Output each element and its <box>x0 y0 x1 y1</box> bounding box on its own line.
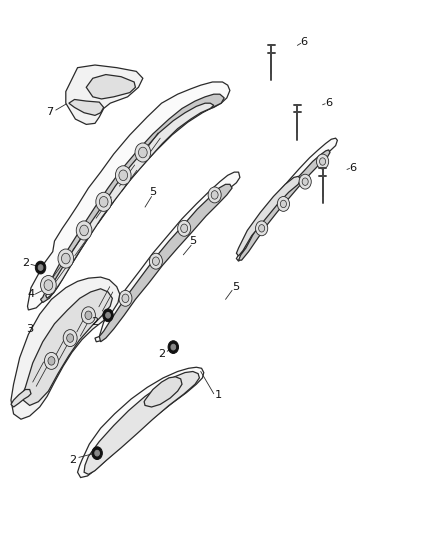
Text: 6: 6 <box>325 98 332 108</box>
Circle shape <box>99 197 108 207</box>
Circle shape <box>302 178 308 185</box>
Circle shape <box>116 166 131 185</box>
Circle shape <box>67 334 74 342</box>
Circle shape <box>35 261 46 274</box>
Polygon shape <box>46 103 214 298</box>
Text: 3: 3 <box>26 324 33 334</box>
Text: 2: 2 <box>22 259 29 268</box>
Polygon shape <box>237 138 337 261</box>
Circle shape <box>211 191 218 199</box>
Polygon shape <box>11 390 31 407</box>
Circle shape <box>119 170 127 181</box>
Circle shape <box>80 225 88 236</box>
Text: 1: 1 <box>215 390 222 400</box>
Circle shape <box>299 174 311 189</box>
Text: 5: 5 <box>232 281 239 292</box>
Text: 2: 2 <box>70 455 77 465</box>
Polygon shape <box>99 184 232 342</box>
Circle shape <box>119 290 132 306</box>
Circle shape <box>106 312 110 318</box>
Circle shape <box>45 352 58 369</box>
Polygon shape <box>23 289 113 406</box>
Circle shape <box>135 143 151 162</box>
Circle shape <box>63 329 77 346</box>
Polygon shape <box>11 277 120 419</box>
Circle shape <box>320 158 325 165</box>
Polygon shape <box>239 150 330 260</box>
Polygon shape <box>84 372 199 474</box>
Circle shape <box>92 447 102 459</box>
Circle shape <box>103 309 113 321</box>
Text: 5: 5 <box>189 236 197 246</box>
Circle shape <box>44 280 53 290</box>
Text: 2: 2 <box>158 349 165 359</box>
Polygon shape <box>69 100 104 115</box>
Circle shape <box>85 311 92 319</box>
Circle shape <box>96 192 112 212</box>
Circle shape <box>317 154 328 169</box>
Circle shape <box>168 341 179 353</box>
Text: 2: 2 <box>92 317 99 327</box>
Text: 7: 7 <box>46 107 54 117</box>
Circle shape <box>48 357 55 365</box>
Circle shape <box>81 307 95 324</box>
Polygon shape <box>237 176 301 256</box>
Text: 6: 6 <box>350 163 357 173</box>
Polygon shape <box>95 172 240 342</box>
Circle shape <box>122 294 129 303</box>
Text: 4: 4 <box>28 289 35 299</box>
Circle shape <box>149 253 162 269</box>
Polygon shape <box>86 75 135 99</box>
Polygon shape <box>78 367 204 478</box>
Circle shape <box>171 344 176 350</box>
Circle shape <box>76 221 92 240</box>
Circle shape <box>152 257 159 265</box>
Circle shape <box>277 197 290 212</box>
Circle shape <box>208 187 221 203</box>
Circle shape <box>138 147 147 158</box>
Circle shape <box>58 249 74 268</box>
Circle shape <box>181 224 187 232</box>
Circle shape <box>95 450 99 456</box>
Circle shape <box>61 253 70 264</box>
Circle shape <box>280 200 286 208</box>
Polygon shape <box>41 94 224 303</box>
Text: 6: 6 <box>300 37 307 47</box>
Polygon shape <box>66 65 143 124</box>
Polygon shape <box>144 377 182 407</box>
Circle shape <box>41 276 56 295</box>
Circle shape <box>258 224 265 232</box>
Circle shape <box>38 265 43 270</box>
Polygon shape <box>28 82 230 310</box>
Text: 5: 5 <box>149 187 156 197</box>
Circle shape <box>255 221 268 236</box>
Circle shape <box>178 220 191 236</box>
